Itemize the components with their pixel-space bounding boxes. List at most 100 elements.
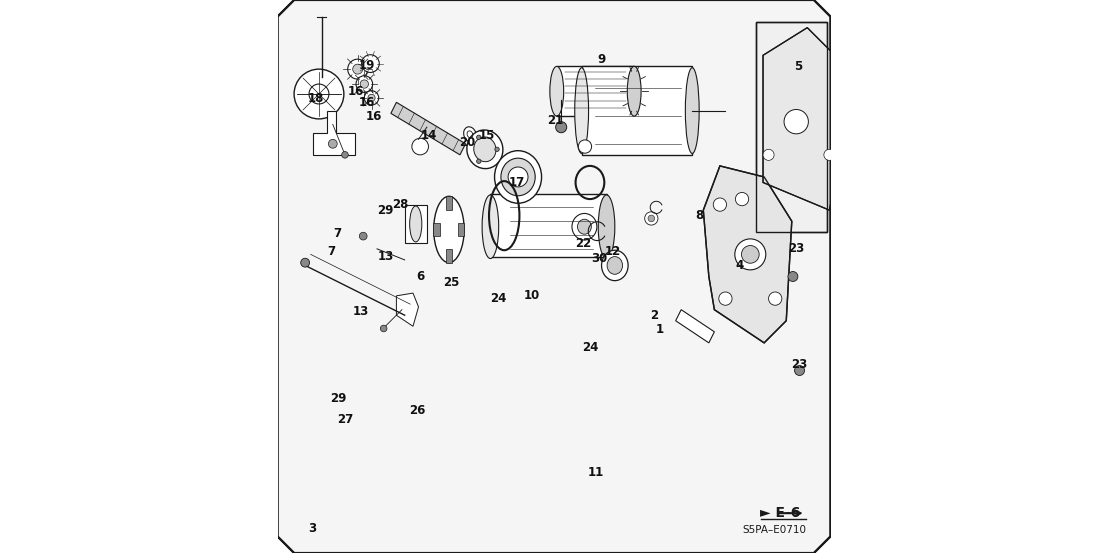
Text: 8: 8	[695, 209, 702, 222]
Text: 3: 3	[308, 521, 317, 535]
Text: 14: 14	[421, 129, 438, 142]
Text: 22: 22	[575, 237, 592, 250]
Polygon shape	[582, 66, 692, 155]
Bar	[445, 249, 452, 263]
Circle shape	[769, 292, 782, 305]
Ellipse shape	[410, 206, 422, 242]
Text: 13: 13	[352, 305, 369, 319]
Circle shape	[356, 76, 372, 92]
Circle shape	[359, 232, 367, 240]
Circle shape	[824, 149, 835, 160]
Circle shape	[784, 109, 809, 134]
Ellipse shape	[607, 257, 623, 274]
Text: 16: 16	[366, 109, 382, 123]
Ellipse shape	[577, 219, 592, 234]
Ellipse shape	[501, 158, 535, 196]
Text: 4: 4	[736, 259, 743, 272]
Text: 2: 2	[650, 309, 659, 322]
Circle shape	[495, 147, 500, 152]
Text: 28: 28	[392, 198, 409, 211]
Text: ► E-6: ► E-6	[760, 506, 800, 520]
Ellipse shape	[433, 196, 464, 263]
Bar	[458, 223, 464, 236]
Text: 16: 16	[358, 96, 375, 109]
Text: 21: 21	[547, 114, 564, 127]
Text: 25: 25	[443, 275, 460, 289]
Circle shape	[300, 258, 309, 267]
Ellipse shape	[463, 127, 476, 142]
Ellipse shape	[686, 67, 699, 153]
Circle shape	[309, 84, 329, 104]
Circle shape	[578, 140, 592, 153]
Bar	[445, 196, 452, 210]
Text: 9: 9	[597, 53, 605, 66]
Ellipse shape	[627, 66, 642, 116]
Text: 29: 29	[330, 392, 347, 405]
Polygon shape	[556, 66, 634, 116]
Polygon shape	[391, 102, 465, 155]
Text: 12: 12	[605, 245, 620, 258]
Text: 30: 30	[592, 252, 607, 265]
Text: 20: 20	[460, 136, 475, 149]
Text: 7: 7	[328, 245, 336, 258]
Polygon shape	[704, 166, 792, 343]
Circle shape	[648, 215, 655, 222]
Circle shape	[412, 138, 429, 155]
Text: 19: 19	[359, 59, 376, 72]
Text: 23: 23	[788, 242, 804, 255]
Ellipse shape	[494, 150, 542, 203]
Ellipse shape	[572, 213, 597, 240]
Circle shape	[736, 192, 749, 206]
Circle shape	[741, 246, 759, 263]
Circle shape	[794, 366, 804, 375]
Text: 29: 29	[377, 204, 393, 217]
Text: 26: 26	[409, 404, 425, 417]
Polygon shape	[491, 194, 606, 257]
Circle shape	[352, 64, 362, 74]
Circle shape	[719, 292, 732, 305]
Text: 18: 18	[308, 92, 325, 105]
Text: 17: 17	[509, 176, 524, 189]
Text: S5PA–E0710: S5PA–E0710	[742, 525, 806, 535]
Ellipse shape	[474, 137, 496, 161]
Text: 10: 10	[524, 289, 540, 302]
Circle shape	[365, 91, 379, 105]
Circle shape	[735, 239, 766, 270]
Text: 23: 23	[791, 358, 808, 372]
Text: 24: 24	[491, 292, 506, 305]
Circle shape	[341, 152, 348, 158]
Text: 11: 11	[587, 466, 604, 479]
Polygon shape	[314, 111, 355, 155]
Circle shape	[380, 325, 387, 332]
Circle shape	[360, 80, 369, 88]
Circle shape	[714, 198, 727, 211]
Text: 13: 13	[378, 250, 394, 263]
Circle shape	[476, 159, 481, 164]
Ellipse shape	[770, 105, 803, 182]
Circle shape	[294, 69, 343, 119]
Ellipse shape	[550, 66, 564, 116]
Text: 16: 16	[347, 85, 363, 98]
Text: 5: 5	[794, 60, 802, 73]
Ellipse shape	[466, 130, 503, 169]
Circle shape	[361, 55, 379, 72]
Polygon shape	[676, 310, 715, 343]
Circle shape	[555, 122, 566, 133]
Text: 1: 1	[656, 322, 664, 336]
Bar	[756, 22, 827, 232]
Bar	[756, 22, 827, 232]
Polygon shape	[763, 28, 835, 210]
Ellipse shape	[575, 67, 588, 153]
Polygon shape	[404, 205, 427, 243]
Text: 24: 24	[583, 341, 598, 354]
Ellipse shape	[598, 195, 615, 259]
Circle shape	[476, 135, 481, 139]
Ellipse shape	[482, 195, 499, 259]
Text: 27: 27	[338, 413, 353, 426]
Text: 15: 15	[479, 129, 494, 142]
Ellipse shape	[602, 250, 628, 281]
Circle shape	[645, 212, 658, 225]
Bar	[433, 223, 440, 236]
Text: 6: 6	[416, 270, 424, 283]
Polygon shape	[397, 293, 419, 326]
